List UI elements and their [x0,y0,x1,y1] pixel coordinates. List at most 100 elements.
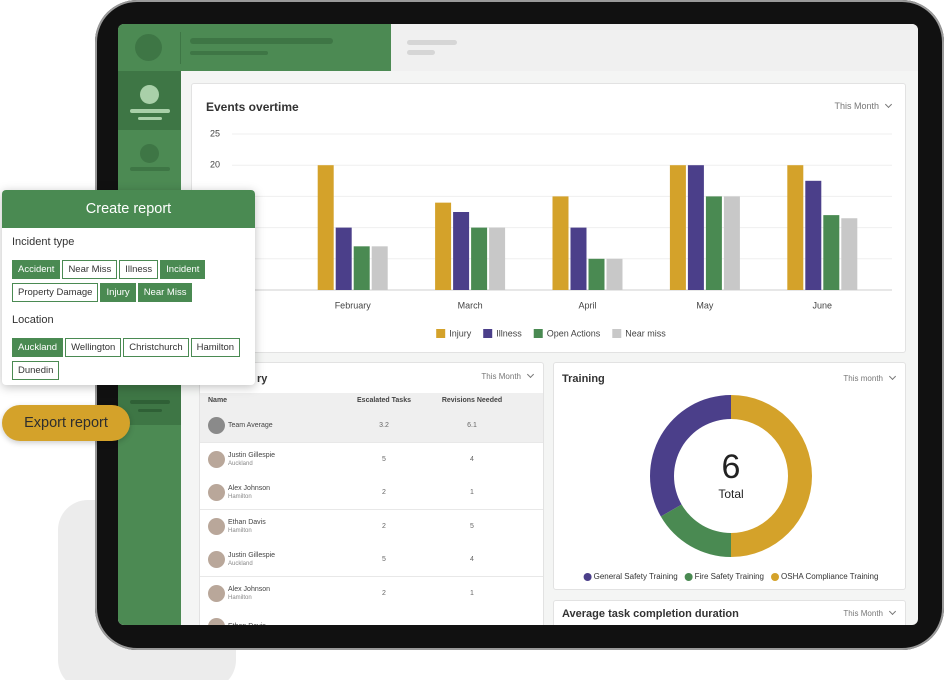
filter-dropdown[interactable]: This Month [481,372,533,381]
popup-title: Create report [2,190,255,228]
column-header: Escalated Tasks [357,397,411,404]
legend-label: Injury [449,328,472,338]
x-tick-label: March [458,300,483,310]
x-tick-label: June [813,300,833,310]
top-bar-brand [118,24,391,71]
row-location: Hamilton [228,594,252,601]
row-value: 4 [470,556,474,563]
row-name: Alex Johnson [228,585,271,593]
row-value: 4 [470,455,474,463]
placeholder-line [407,50,435,55]
bar [570,227,587,290]
legend-label: General Safety Training [594,572,678,581]
chip-group: Accident Near Miss Illness IncidentProperty… [12,259,246,305]
y-tick-label: 20 [210,160,220,170]
row-value: 2 [382,589,386,597]
chip[interactable]: Hamilton [190,338,241,357]
bar [335,227,352,290]
chip[interactable]: Property Damage [12,283,99,302]
legend: General Safety Training Fire Safety Train… [583,572,878,581]
legend: Injury Illness Open Actions Near miss [436,328,666,338]
chip[interactable]: Christchurch [123,338,189,357]
legend-label: OSHA Compliance Training [781,572,878,581]
placeholder-line [407,40,457,45]
row-value: 2 [382,522,386,530]
sidebar-icon[interactable] [140,144,159,163]
chip[interactable]: Auckland [12,338,64,357]
row-value: 6.1 [467,422,477,429]
x-tick-label: April [578,300,596,310]
chip[interactable]: Near Miss [62,260,118,279]
chip[interactable]: Accident [12,260,61,279]
row-name: Justin Gillespie [228,451,276,459]
column-header: Revisions Needed [441,397,503,404]
export-button[interactable]: Export report [2,405,130,441]
legend-label: Fire Safety Training [695,572,764,581]
sidebar-icon [140,85,159,104]
avatar [208,551,225,568]
bar [723,196,740,290]
legend-label: Open Actions [547,328,601,338]
bar [588,258,605,290]
legend-label: Near miss [625,328,666,338]
events-chart: 0510152025FebruaryMarchAprilMayJuneInjur… [210,128,892,338]
bar [606,258,623,290]
filter-dropdown[interactable]: This Month [834,101,891,111]
avatar [208,618,225,625]
row-location: Hamilton [228,494,252,500]
bar [435,202,452,290]
row-value: 5 [382,556,386,563]
bar [787,165,804,290]
row-name: Team Average [228,422,273,429]
bar [705,196,722,290]
x-tick-label: February [335,300,372,310]
bar [353,246,370,290]
chip[interactable]: Wellington [65,338,122,357]
team-table-card: ry This Month Name Escalated Tasks Revisio… [199,362,544,625]
bar [805,180,822,290]
row-value: 5 [382,455,386,463]
logo-placeholder [135,34,162,61]
placeholder-line [190,38,333,44]
donut-segment [660,504,731,557]
avatar [208,417,225,434]
bar [841,218,858,290]
total-label: Total [718,487,743,501]
table-row [200,509,543,544]
y-tick-label: 25 [210,128,220,138]
row-location: Hamilton [228,527,252,534]
bar [317,165,334,290]
row-value: 3.2 [379,422,389,429]
row-name: Ethan Davis [228,518,266,526]
bar [471,227,488,290]
row-value: 2 [382,489,386,496]
bar [489,227,506,290]
create-report-popup: Create report Incident type Accident Near … [2,190,255,385]
bar [687,165,704,290]
placeholder-line [130,167,170,171]
chip[interactable]: Dunedin [12,361,60,380]
bar [371,246,388,290]
chip-group: Auckland Wellington Christchurch Hamilton Du… [12,337,246,383]
placeholder-line [138,409,162,412]
row-value: 5 [470,522,474,530]
donut-segment [731,395,812,557]
placeholder-line [138,117,162,120]
filter-dropdown[interactable]: This month [843,374,895,383]
chip[interactable]: Illness [119,260,159,279]
chip[interactable]: Incident [160,260,206,279]
bar [552,196,569,290]
donut-segment [650,395,731,517]
section-label: Location [12,314,54,326]
filter-dropdown[interactable]: This Month [843,609,895,618]
chip[interactable]: Injury [100,283,136,302]
chip[interactable]: Near Miss [137,283,193,302]
avatar [208,584,225,602]
card-title: Training [562,373,605,385]
section-label: Incident type [12,236,75,248]
legend-swatch [612,329,622,338]
row-value: 1 [470,589,474,597]
legend-swatch [583,573,592,581]
